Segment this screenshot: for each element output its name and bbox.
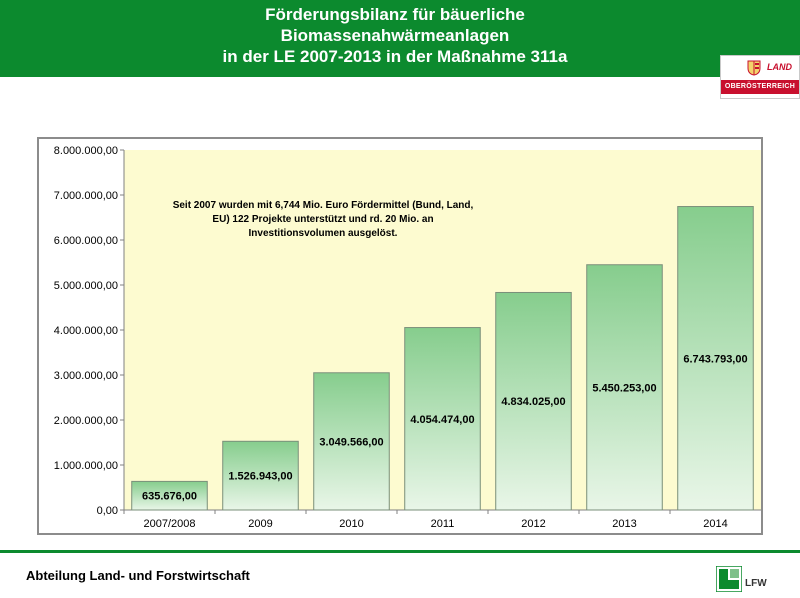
y-tick-label: 1.000.000,00 xyxy=(54,460,118,472)
bar-chart: 0,00 1.000.000,00 2.000.000,00 3.000.000,00… xyxy=(54,145,761,530)
bar-2012 xyxy=(495,291,572,511)
bar-2011 xyxy=(404,327,481,511)
bar-2007/2008 xyxy=(131,480,208,511)
bar-value-label: 4.834.025,00 xyxy=(501,396,565,408)
bar-value-label: 3.049.566,00 xyxy=(319,436,383,448)
header-band xyxy=(0,0,800,77)
y-tick-label: 8.000.000,00 xyxy=(54,145,118,157)
x-tick-label: 2011 xyxy=(431,518,455,530)
logo-land-text: LAND xyxy=(767,62,792,72)
footer-divider xyxy=(0,550,800,553)
x-tick-label: 2007/2008 xyxy=(144,518,196,530)
bar-2010 xyxy=(313,372,390,511)
land-oberoesterreich-logo: LAND OBERÖSTERREICH xyxy=(720,55,800,99)
x-tick-label: 2014 xyxy=(703,518,727,530)
x-tick-label: 2010 xyxy=(339,518,363,530)
y-tick-label: 6.000.000,00 xyxy=(54,235,118,247)
coat-of-arms-icon xyxy=(747,60,761,76)
y-tick-label: 4.000.000,00 xyxy=(54,325,118,337)
x-tick-label: 2012 xyxy=(521,518,545,530)
title-line-1: Förderungsbilanz für bäuerliche xyxy=(265,5,525,24)
lfw-logo-label: LFW xyxy=(745,578,767,589)
x-tick-label: 2009 xyxy=(248,518,272,530)
chart-annotation-line: EU) 122 Projekte unterstützt und rd. 20 … xyxy=(212,214,433,225)
chart-annotation-line: Investitionsvolumen ausgelöst. xyxy=(249,228,398,239)
page-title: Förderungsbilanz für bäuerliche Biomasse… xyxy=(0,4,790,67)
bar-value-label: 4.054.474,00 xyxy=(410,414,474,426)
bar-value-label: 5.450.253,00 xyxy=(592,382,656,394)
bar-2009 xyxy=(222,440,299,511)
bar-2013 xyxy=(586,264,663,511)
chart-annotation-line: Seit 2007 wurden mit 6,744 Mio. Euro För… xyxy=(173,200,474,211)
bar-value-label: 635.676,00 xyxy=(142,491,197,503)
title-line-3: in der LE 2007-2013 in der Maßnahme 311a xyxy=(222,47,568,66)
bar-value-label: 6.743.793,00 xyxy=(683,353,747,365)
bar-value-label: 1.526.943,00 xyxy=(228,471,292,483)
x-tick-label: 2013 xyxy=(612,518,636,530)
y-tick-label: 7.000.000,00 xyxy=(54,190,118,202)
footer-department: Abteilung Land- und Forstwirtschaft xyxy=(26,568,250,583)
y-tick-label: 2.000.000,00 xyxy=(54,415,118,427)
logo-region-text: OBERÖSTERREICH xyxy=(721,80,799,94)
y-tick-label: 3.000.000,00 xyxy=(54,370,118,382)
y-tick-label: 5.000.000,00 xyxy=(54,280,118,292)
chart-frame: 0,00 1.000.000,00 2.000.000,00 3.000.000,00… xyxy=(37,137,763,535)
bar-2014 xyxy=(677,206,754,511)
y-tick-label: 0,00 xyxy=(97,505,118,517)
lfw-logo-icon xyxy=(716,566,742,592)
title-line-2: Biomassenahwärmeanlagen xyxy=(280,26,510,45)
